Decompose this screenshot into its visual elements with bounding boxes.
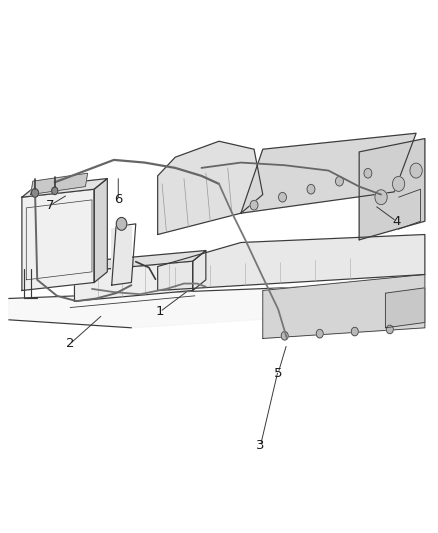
Circle shape — [307, 184, 315, 194]
Polygon shape — [359, 139, 425, 240]
Text: 3: 3 — [256, 439, 265, 451]
Polygon shape — [241, 133, 416, 213]
Circle shape — [279, 192, 286, 202]
Polygon shape — [112, 227, 131, 285]
Polygon shape — [158, 235, 425, 290]
Text: 7: 7 — [46, 199, 55, 212]
Circle shape — [32, 189, 39, 197]
Circle shape — [364, 168, 372, 178]
Polygon shape — [158, 141, 263, 235]
Text: 5: 5 — [274, 367, 283, 379]
Text: 1: 1 — [155, 305, 164, 318]
Circle shape — [52, 187, 58, 195]
Polygon shape — [263, 274, 425, 338]
Polygon shape — [74, 261, 193, 301]
Polygon shape — [193, 251, 206, 290]
Circle shape — [375, 190, 387, 205]
Circle shape — [281, 332, 288, 340]
Polygon shape — [22, 179, 107, 197]
Text: 2: 2 — [66, 337, 74, 350]
Polygon shape — [22, 189, 94, 290]
Text: 4: 4 — [392, 215, 401, 228]
Polygon shape — [31, 173, 88, 195]
Circle shape — [316, 329, 323, 338]
Circle shape — [386, 325, 393, 334]
Circle shape — [336, 176, 343, 186]
Polygon shape — [9, 282, 420, 328]
Polygon shape — [94, 179, 107, 282]
Circle shape — [410, 163, 422, 178]
Text: 6: 6 — [114, 193, 123, 206]
Circle shape — [250, 200, 258, 210]
Circle shape — [351, 327, 358, 336]
Polygon shape — [385, 288, 425, 328]
Circle shape — [117, 217, 127, 230]
Circle shape — [392, 176, 405, 191]
Polygon shape — [74, 251, 206, 272]
